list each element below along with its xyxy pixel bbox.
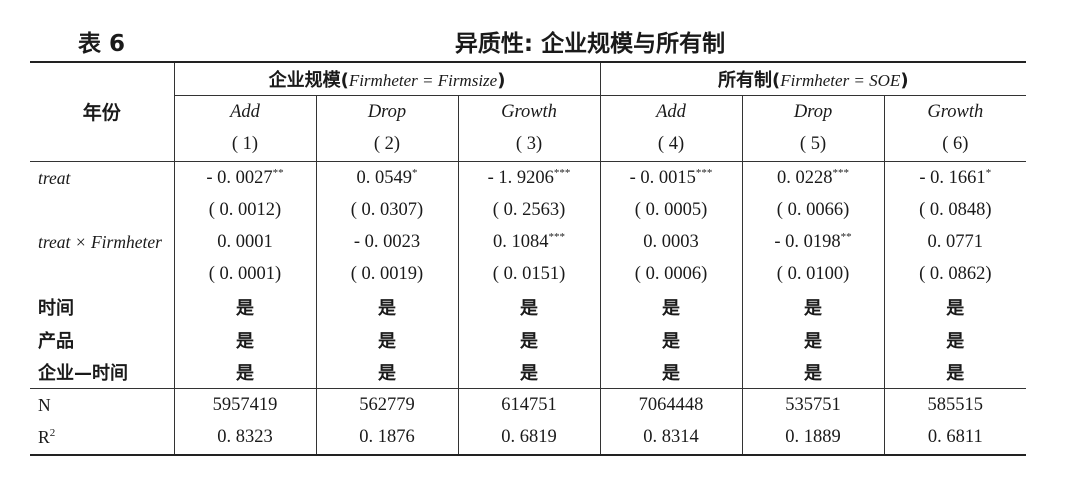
row-label-firm-time: 企业—时间	[30, 355, 175, 389]
year-header: 年份	[30, 60, 175, 162]
se-cell: ( 0. 0862)	[919, 264, 992, 285]
col-number: ( 1)	[174, 128, 317, 162]
coef-cell: - 0. 0015***	[600, 160, 743, 195]
col-header: Drop	[316, 95, 459, 129]
table-row-product-fe: 产品 是 是 是 是 是 是	[30, 323, 1026, 356]
fe-cell: 是	[316, 291, 459, 324]
col-header: Growth	[927, 101, 984, 122]
row-label-treat: treat	[30, 160, 175, 195]
table-row-n: N 5957419 562779 614751 7064448 535751 5…	[30, 387, 1027, 422]
col-header: Add	[600, 95, 743, 129]
row-label-n: N	[30, 387, 175, 422]
col-number: ( 5)	[742, 128, 885, 162]
row-label-interaction: treat × Firmheter	[30, 226, 175, 259]
se-cell: ( 0. 0012)	[174, 194, 317, 227]
r2-cell: 0. 8314	[600, 421, 743, 456]
fe-cell: 是	[742, 323, 885, 356]
group-header-row: 年份 企业规模(Firmheter = Firmsize) 所有制(Firmhe…	[30, 60, 1027, 162]
n-cell: 562779	[316, 387, 459, 422]
fe-cell: 是	[458, 355, 601, 389]
table-row-interaction-se: ( 0. 0001) ( 0. 0019) ( 0. 0151) ( 0. 00…	[30, 258, 1026, 292]
se-cell: ( 0. 0151)	[458, 258, 601, 292]
col-number: ( 3)	[458, 128, 601, 162]
fe-cell: 是	[174, 323, 317, 356]
row-label-product: 产品	[30, 323, 175, 356]
r2-cell: 0. 6819	[458, 421, 601, 456]
fe-cell: 是	[600, 323, 743, 356]
fe-cell: 是	[600, 355, 743, 389]
fe-cell: 是	[316, 323, 459, 356]
r2-cell: 0. 6811	[884, 421, 1027, 456]
n-cell: 535751	[742, 387, 885, 422]
r2-cell: 0. 8323	[174, 421, 317, 456]
col-header: Growth	[458, 95, 601, 129]
se-cell: ( 0. 0019)	[316, 258, 459, 292]
column-number-row: ( 1) ( 2) ( 3) ( 4) ( 5) ( 6)	[30, 128, 1026, 162]
col-number: ( 6)	[942, 134, 969, 155]
r2-cell: 0. 1876	[316, 421, 459, 456]
n-cell: 614751	[458, 387, 601, 422]
group-ownership: 所有制(Firmheter = SOE)	[600, 61, 1027, 97]
regression-table: 年份 企业规模(Firmheter = Firmsize) 所有制(Firmhe…	[30, 60, 1027, 456]
table-row-r2: R2 0. 8323 0. 1876 0. 6819 0. 8314 0. 18…	[30, 421, 1027, 456]
se-cell: ( 0. 0001)	[174, 258, 317, 292]
coef-cell: - 0. 1661*	[884, 160, 1027, 195]
table-title: 异质性: 企业规模与所有制	[454, 31, 726, 57]
col-number: ( 2)	[316, 128, 459, 162]
r2-cell: 0. 1889	[742, 421, 885, 456]
table-row-treat: treat - 0. 0027** 0. 0549* - 1. 9206*** …	[30, 160, 1027, 195]
coef-cell: - 0. 0198**	[742, 226, 885, 259]
coef-cell: - 0. 0027**	[174, 160, 317, 195]
col-header: Drop	[742, 95, 885, 129]
table-row-time-fe: 时间 是 是 是 是 是 是	[30, 291, 1026, 324]
n-cell: 5957419	[174, 387, 317, 422]
coef-cell: - 0. 0023	[316, 226, 459, 259]
se-cell: ( 0. 0006)	[600, 258, 743, 292]
se-cell: ( 0. 0307)	[316, 194, 459, 227]
fe-cell: 是	[600, 291, 743, 324]
table-row-interaction: treat × Firmheter 0. 0001 - 0. 0023 0. 1…	[30, 226, 1026, 259]
coef-cell: 0. 0549*	[316, 160, 459, 195]
group-firm-size: 企业规模(Firmheter = Firmsize)	[174, 61, 601, 97]
coef-cell: 0. 0771	[927, 232, 984, 253]
se-cell: ( 0. 0848)	[919, 199, 992, 220]
table-number: 表 6	[78, 31, 126, 57]
coef-cell: - 1. 9206***	[458, 160, 601, 195]
table-row-treat-se: ( 0. 0012) ( 0. 0307) ( 0. 2563) ( 0. 00…	[30, 194, 1026, 227]
fe-cell: 是	[742, 355, 885, 389]
fe-cell: 是	[174, 291, 317, 324]
row-label-r2: R2	[30, 421, 175, 456]
fe-cell: 是	[946, 362, 965, 384]
column-header-row: Add Drop Growth Add Drop Growth	[30, 95, 1026, 129]
fe-cell: 是	[946, 298, 965, 320]
fe-cell: 是	[458, 291, 601, 324]
n-cell: 585515	[884, 387, 1027, 422]
fe-cell: 是	[174, 355, 317, 389]
col-header: Add	[174, 95, 317, 129]
coef-cell: 0. 0001	[174, 226, 317, 259]
table-row-firm-time-fe: 企业—时间 是 是 是 是 是 是	[30, 355, 1026, 389]
coef-cell: 0. 0003	[600, 226, 743, 259]
n-cell: 7064448	[600, 387, 743, 422]
col-number: ( 4)	[600, 128, 743, 162]
se-cell: ( 0. 0066)	[742, 194, 885, 227]
se-cell: ( 0. 0005)	[600, 194, 743, 227]
coef-cell: 0. 1084***	[458, 226, 601, 259]
row-label-time: 时间	[30, 291, 175, 324]
fe-cell: 是	[742, 291, 885, 324]
coef-cell: 0. 0228***	[742, 160, 885, 195]
se-cell: ( 0. 2563)	[458, 194, 601, 227]
fe-cell: 是	[316, 355, 459, 389]
fe-cell: 是	[458, 323, 601, 356]
fe-cell: 是	[946, 330, 965, 352]
table-caption: 表 6 异质性: 企业规模与所有制	[0, 22, 1080, 57]
se-cell: ( 0. 0100)	[742, 258, 885, 292]
